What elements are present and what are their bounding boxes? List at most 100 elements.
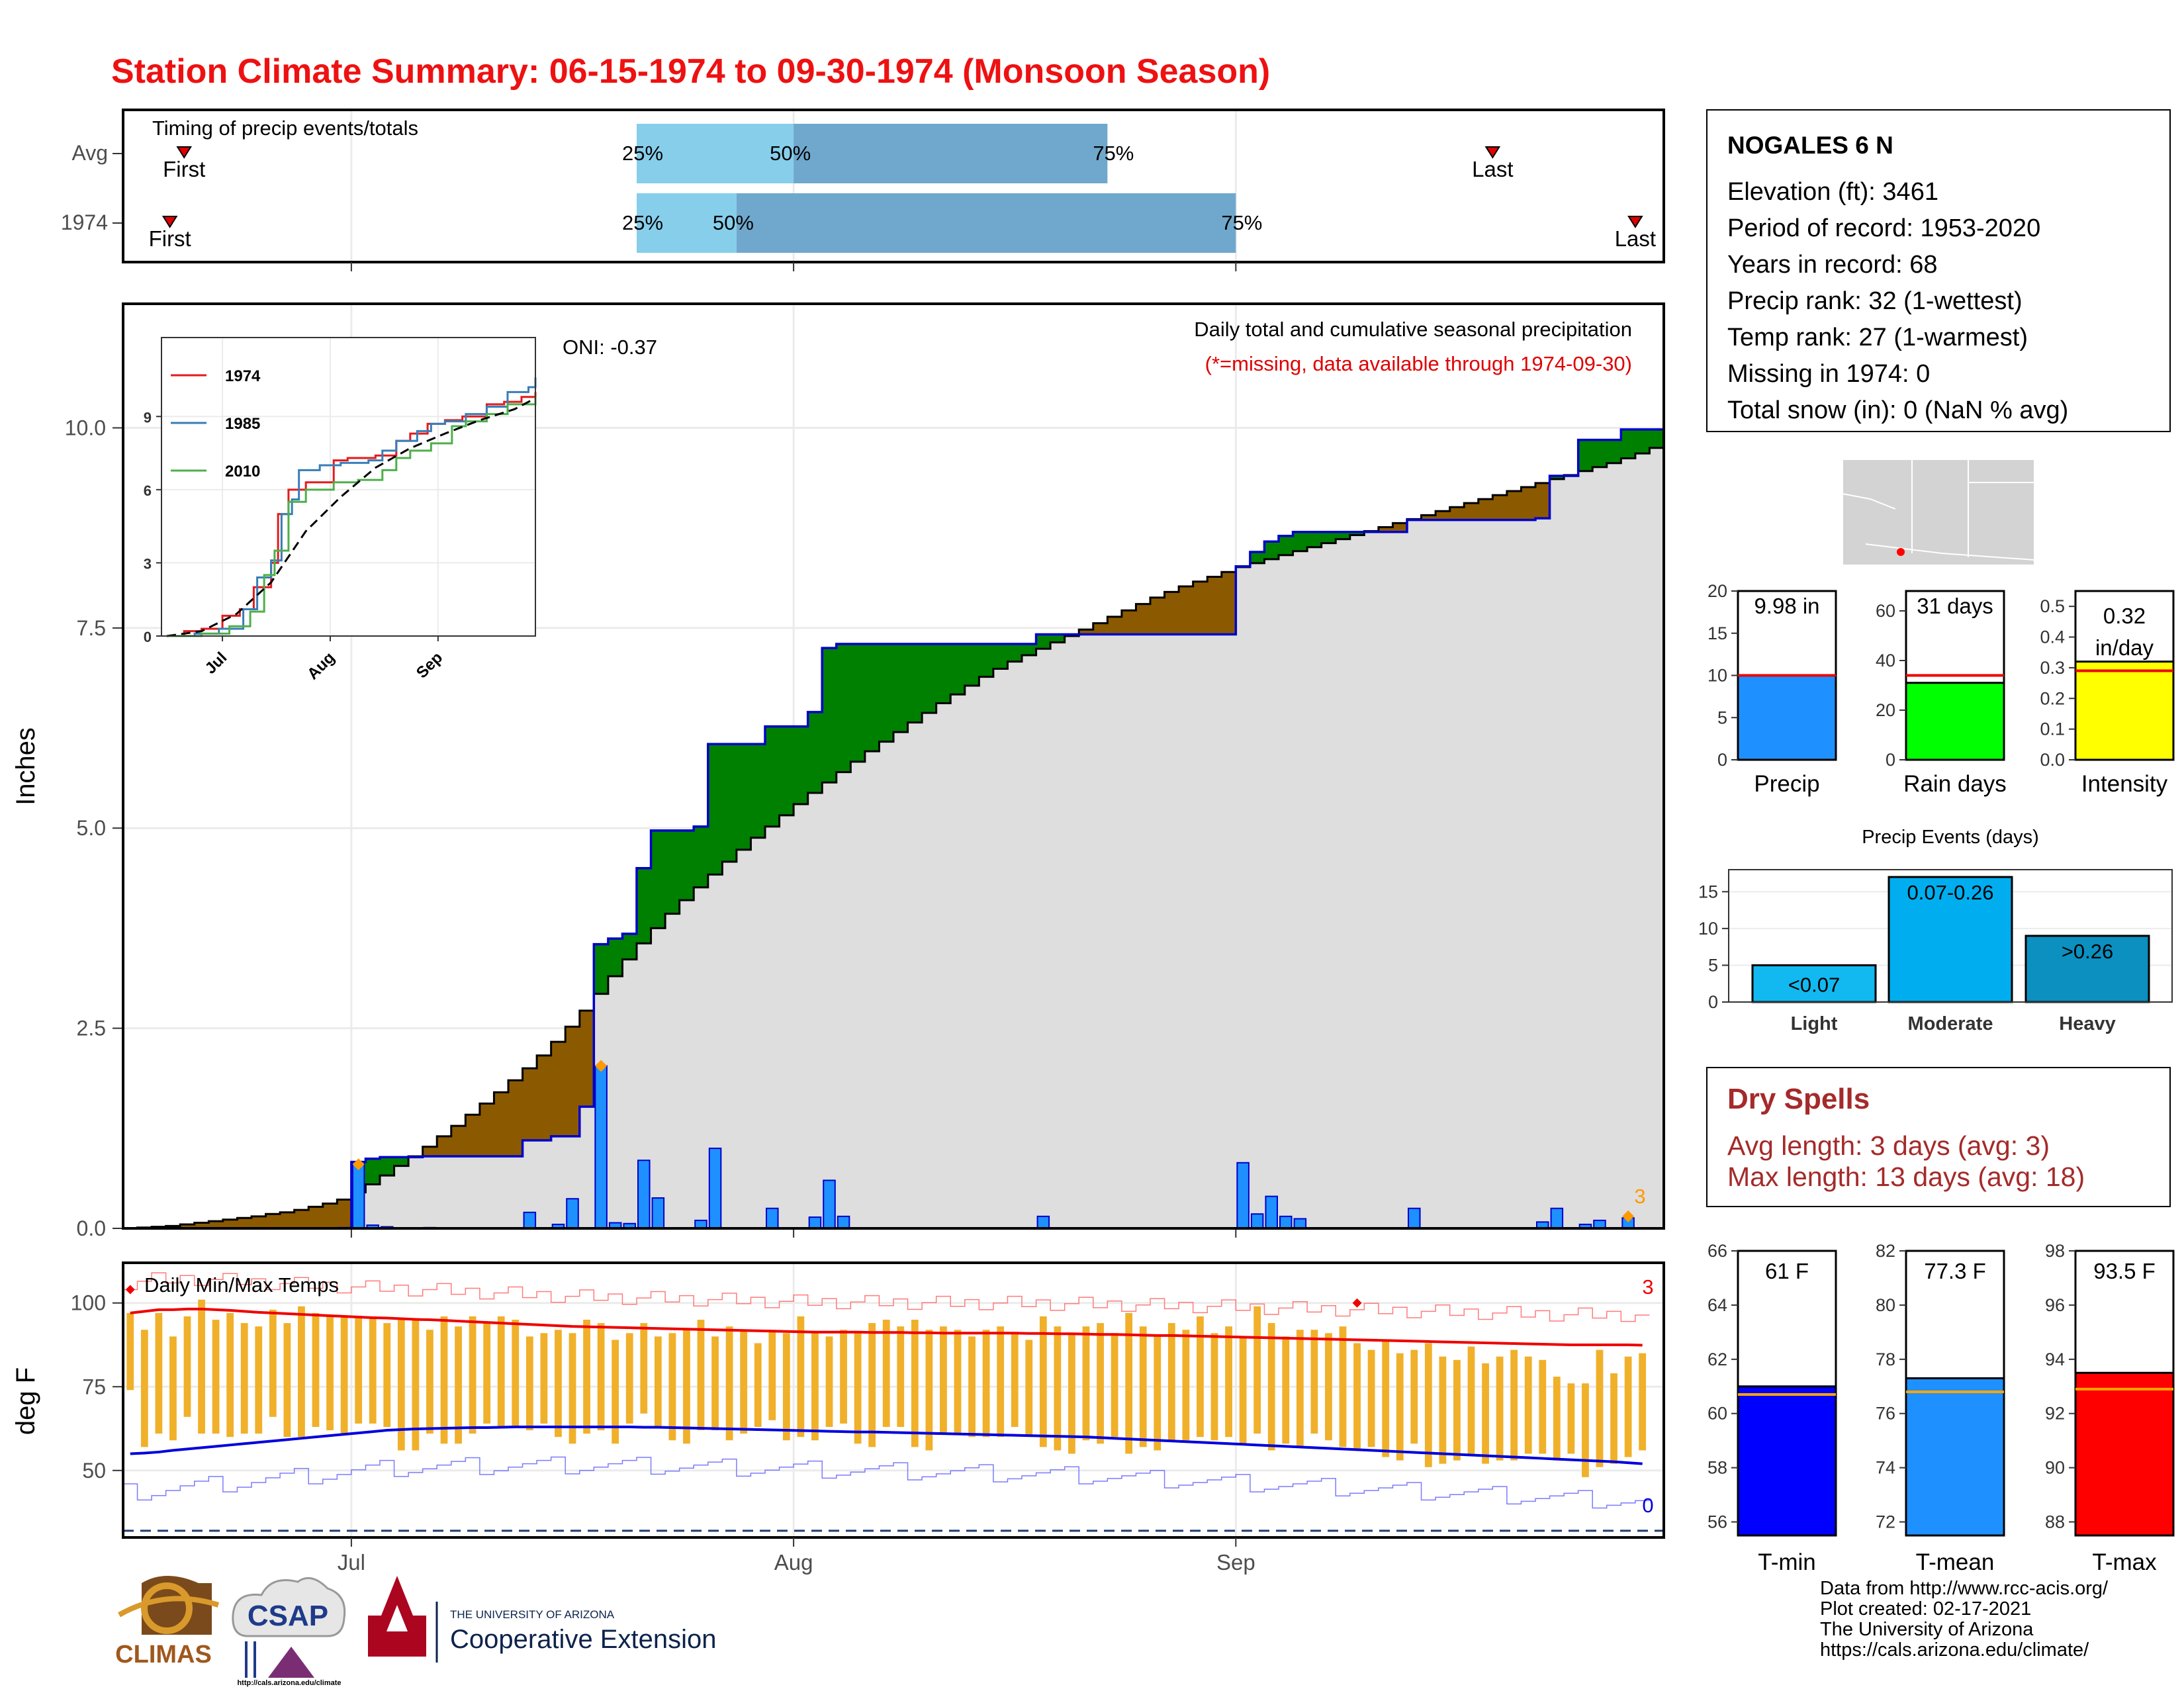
event-category-label: Moderate	[1908, 1013, 1993, 1034]
daily-temp-bar	[1624, 1356, 1632, 1457]
record-low-line	[123, 1456, 1650, 1509]
below-avg-area	[1392, 523, 1408, 532]
event-bar-label: <0.07	[1788, 973, 1840, 996]
temp-box-fill	[1905, 1377, 2005, 1537]
daily-temp-bar	[854, 1333, 862, 1444]
temp-y-tick-label: 100	[71, 1291, 106, 1315]
month-tick-label: Aug	[774, 1550, 813, 1575]
temp-box-tick-label: 76	[1876, 1404, 1895, 1424]
csap-logo-mountain	[268, 1647, 314, 1678]
daily-temp-bar	[868, 1323, 876, 1447]
temp-box-tick-label: 74	[1876, 1458, 1895, 1478]
daily-temp-bar	[840, 1330, 847, 1424]
above-avg-area	[1279, 535, 1294, 555]
daily-temp-bar	[469, 1316, 477, 1434]
daily-temp-bar	[1068, 1333, 1075, 1454]
precip-y-tick-label: 7.5	[77, 616, 106, 640]
event-category-label: Heavy	[2059, 1013, 2115, 1034]
locator-map-borders	[1842, 459, 2035, 561]
below-avg-area	[237, 1218, 252, 1228]
avg-cumulative-area	[123, 447, 1664, 1228]
below-avg-area	[1378, 527, 1394, 532]
below-avg-area	[451, 1126, 466, 1157]
daily-temp-bar	[298, 1306, 305, 1438]
total-box-name: Intensity	[2081, 771, 2168, 797]
extreme-count: 3	[1634, 1185, 1645, 1208]
station-elevation: Elevation (ft): 3461	[1727, 178, 1938, 206]
ua-logo-small-text: THE UNIVERSITY OF ARIZONA	[450, 1608, 615, 1621]
below-avg-area	[1150, 597, 1165, 635]
station-location-dot	[1897, 548, 1905, 556]
timing-bar-q25-q50	[637, 124, 794, 183]
daily-temp-bar	[269, 1309, 277, 1417]
daily-temp-bar	[1225, 1326, 1232, 1438]
daily-temp-bar	[782, 1333, 790, 1441]
event-category-label: Light	[1791, 1013, 1838, 1034]
daily-precip-bar	[708, 1148, 722, 1229]
above-avg-area	[665, 830, 680, 914]
total-box-value: 0.32	[2103, 604, 2146, 628]
temp-y-axis-label: deg F	[11, 1367, 40, 1435]
daily-temp-bar	[1154, 1336, 1161, 1451]
daily-temp-bar	[597, 1323, 605, 1431]
above-avg-area	[993, 644, 1009, 669]
station-info-box: NOGALES 6 N Elevation (ft): 3461 Period …	[1706, 109, 2171, 432]
daily-temp-bar	[1011, 1333, 1019, 1427]
temp-box-tick-label: 88	[2045, 1512, 2065, 1532]
daily-precip-bar	[351, 1161, 365, 1229]
daily-temp-bar	[1453, 1359, 1461, 1461]
above-avg-area	[879, 644, 894, 742]
total-box-tick-label: 0.0	[2040, 750, 2065, 770]
daily-precip-bar	[594, 1065, 608, 1230]
daily-temp-bar	[1296, 1330, 1304, 1447]
climas-logo-text: CLIMAS	[115, 1641, 212, 1668]
daily-temp-bar	[1567, 1383, 1575, 1454]
daily-temp-bar	[668, 1333, 676, 1441]
below-avg-area	[1464, 503, 1479, 520]
daily-temp-bar	[1339, 1326, 1347, 1447]
total-box-tick-label: 5	[1717, 708, 1727, 727]
daily-temp-bar	[169, 1336, 177, 1441]
daily-temp-bar	[1139, 1326, 1147, 1447]
below-avg-area	[1535, 482, 1551, 519]
temp-box-tick-label: 56	[1707, 1512, 1727, 1532]
daily-temp-bar	[825, 1336, 833, 1427]
daily-temp-bar	[1424, 1343, 1432, 1467]
daily-temp-bar	[1197, 1316, 1204, 1438]
last-marker	[1484, 146, 1501, 159]
daily-temp-bar	[583, 1320, 590, 1434]
events-title: Precip Events (days)	[1862, 827, 2039, 848]
below-avg-area	[265, 1214, 281, 1228]
mean-tmin-line	[130, 1425, 1643, 1465]
daily-temp-bar	[1610, 1373, 1617, 1464]
footer-credits: Data from http://www.rcc-acis.org/ Plot …	[1820, 1578, 2108, 1661]
above-avg-area	[622, 933, 637, 960]
record-high-marker	[1352, 1298, 1362, 1308]
daily-precip-bar	[1408, 1207, 1421, 1230]
total-box-tick-label: 20	[1876, 700, 1895, 720]
above-avg-area	[1307, 531, 1322, 547]
daily-temp-bar	[654, 1336, 662, 1427]
daily-temp-bar	[740, 1330, 748, 1434]
daily-temp-bar	[1325, 1333, 1332, 1441]
above-avg-area	[679, 830, 694, 901]
locator-map	[1842, 459, 2035, 566]
precip-y-tick-label: 0.0	[77, 1216, 106, 1240]
station-precip-rank: Precip rank: 32 (1-wettest)	[1727, 287, 2023, 315]
station-snow: Total snow (in): 0 (NaN % avg)	[1727, 396, 2069, 424]
above-avg-area	[1549, 476, 1565, 479]
above-avg-area	[979, 644, 994, 677]
timing-panel-border	[122, 109, 1665, 263]
daily-temp-bar	[412, 1320, 420, 1451]
events-tick-label: 15	[1698, 882, 1718, 901]
daily-precip-bar	[823, 1179, 836, 1230]
daily-temp-bar	[1639, 1353, 1647, 1451]
csap-logo: CSAP http://cals.arizona.edu/climate	[232, 1577, 346, 1687]
daily-temp-bar	[497, 1316, 505, 1427]
above-avg-area	[651, 830, 666, 929]
above-avg-area	[836, 644, 851, 772]
above-avg-area	[722, 744, 737, 862]
above-avg-area	[751, 744, 766, 838]
daily-temp-bar	[483, 1323, 491, 1424]
